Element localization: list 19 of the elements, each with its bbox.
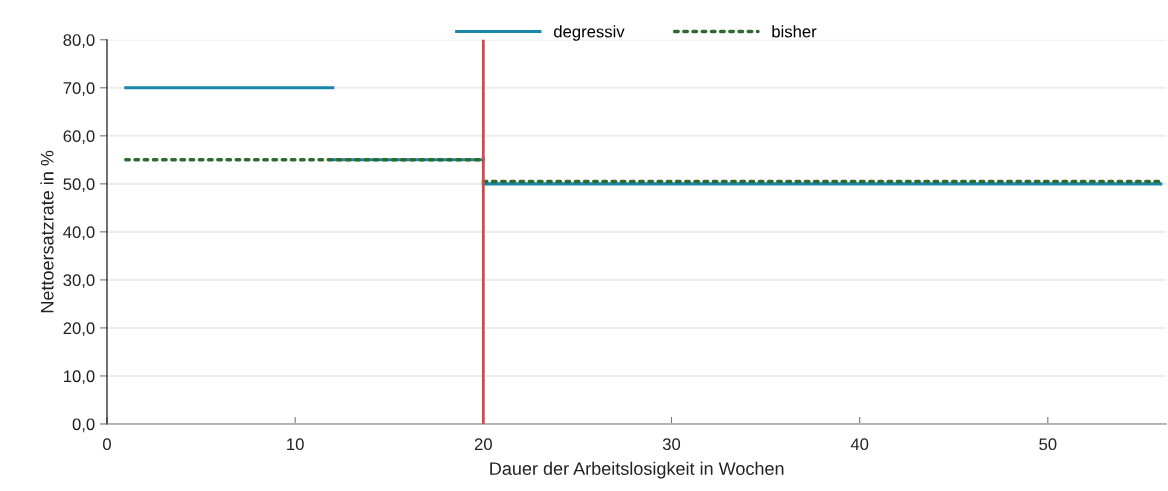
legend-label: degressiv: [554, 25, 625, 41]
y-tick-label: 80,0: [63, 34, 95, 48]
y-tick-label: 10,0: [64, 370, 95, 385]
y-tick-label: 40,0: [63, 226, 95, 241]
y-axis-title: Nettoersatzrate in %: [40, 150, 54, 313]
x-tick-label: 10: [287, 438, 304, 451]
y-tick-label: 60,0: [63, 130, 95, 144]
x-tick-label: 30: [662, 438, 681, 451]
y-tick-label: 70,0: [63, 82, 95, 96]
x-tick-label: 40: [850, 438, 869, 451]
y-tick-label: 50,0: [63, 178, 95, 193]
x-tick-label: 20: [474, 438, 492, 451]
x-tick-label: 0: [103, 438, 111, 451]
x-axis-title: Dauer der Arbeitslosigkeit in Wochen: [490, 461, 784, 479]
x-tick-label: 50: [1039, 438, 1057, 451]
y-tick-label: 0,0: [72, 418, 95, 433]
y-tick-label: 30,0: [63, 274, 95, 289]
legend-label: bisher: [772, 25, 817, 38]
y-tick-label: 20,0: [63, 322, 95, 337]
